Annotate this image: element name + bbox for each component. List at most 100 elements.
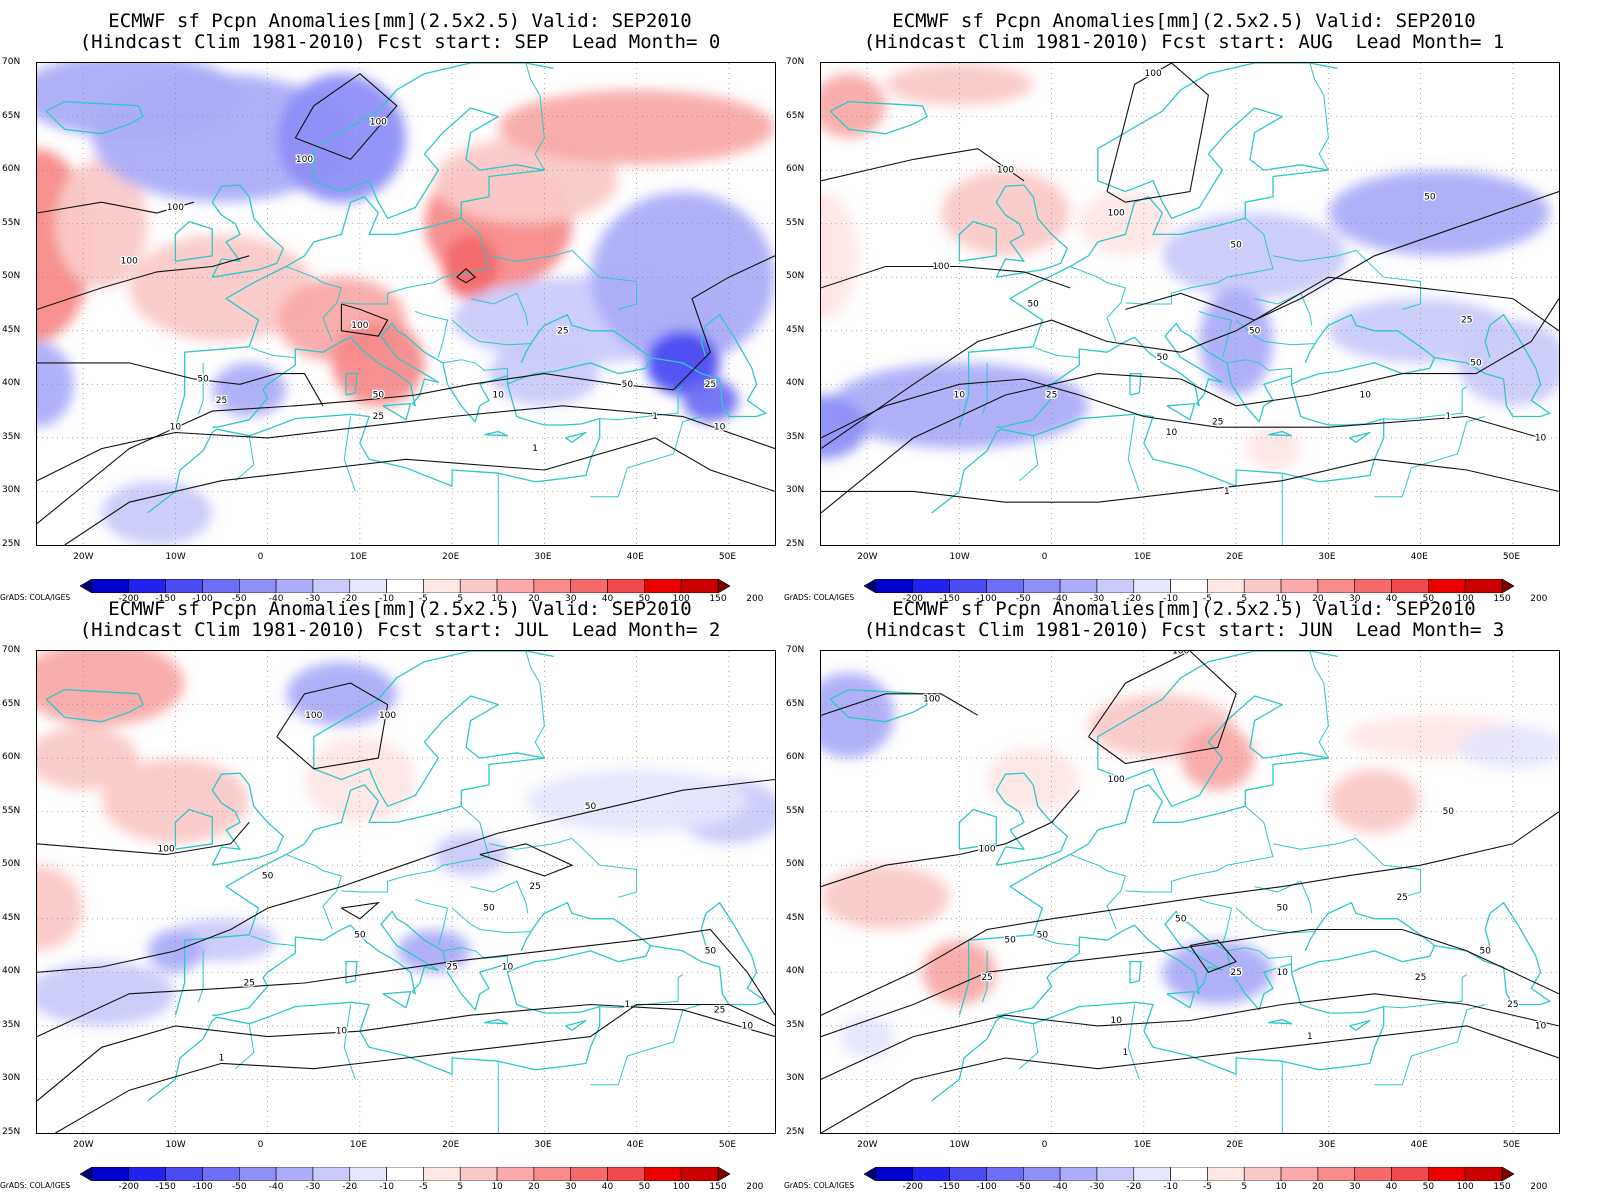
contour-label: 25 <box>1415 973 1426 983</box>
contour-label: 50 <box>1230 241 1242 251</box>
lat-tick-label: 50N <box>2 859 21 870</box>
colorbar-swatch <box>1243 1166 1282 1182</box>
contour-label: 50 <box>1277 904 1289 914</box>
anomaly-area <box>987 747 1080 812</box>
colorbar-swatch <box>607 1166 645 1182</box>
anomaly-area <box>682 378 739 422</box>
contour-label: 50 <box>1157 353 1169 363</box>
colorbar-swatch <box>680 1166 719 1182</box>
colorbar-label: -20 <box>342 1182 358 1192</box>
lon-tick-label: 30E <box>1318 552 1336 562</box>
anomaly-area <box>830 362 1089 449</box>
colorbar-swatch <box>91 1166 130 1182</box>
colorbar-label: -10 <box>1163 594 1178 604</box>
colorbar-label: -30 <box>305 594 321 604</box>
colorbar-label: -20 <box>342 594 358 604</box>
coastlines <box>45 651 767 1102</box>
colorbar-label: -5 <box>418 1182 428 1192</box>
contour-label: 100 <box>158 845 175 855</box>
colorbar-label: -150 <box>155 1182 176 1192</box>
contour-label: 100 <box>296 155 313 165</box>
contour-label: 1 <box>1224 487 1230 497</box>
colorbar-label: 20 <box>528 1182 540 1192</box>
anomaly-shading <box>821 63 1559 471</box>
lat-tick-label: 30N <box>786 1073 805 1084</box>
contour-label: 50 <box>585 802 597 812</box>
contour-label: 100 <box>923 695 940 705</box>
lat-tick-label: 60N <box>2 164 21 175</box>
colorbar-label: -30 <box>305 1182 321 1192</box>
lat-tick-label: 40N <box>2 966 21 977</box>
colorbar-swatch <box>349 1166 387 1182</box>
lat-tick-label: 25N <box>2 1127 21 1137</box>
lat-tick-label: 25N <box>2 539 21 549</box>
colorbar-swatch <box>1022 1166 1061 1182</box>
country-borders <box>197 651 702 1133</box>
colorbar-label: 30 <box>1348 594 1361 604</box>
lat-tick-label: 55N <box>786 805 805 816</box>
contour-label: 100 <box>978 845 995 855</box>
colorbar-label: -5 <box>1202 1182 1212 1192</box>
lon-tick-label: 50E <box>718 1140 737 1150</box>
anomaly-area <box>37 865 84 951</box>
colorbar-label: -40 <box>1052 1182 1068 1192</box>
contour-label: 10 <box>170 423 182 433</box>
colorbar-label: -50 <box>231 594 247 604</box>
lon-tick-label: 40E <box>1410 1140 1428 1150</box>
contour-label: 100 <box>997 166 1014 176</box>
contour-label: 25 <box>243 979 254 989</box>
lat-tick-label: 65N <box>786 110 805 121</box>
colorbar-label: -5 <box>418 594 428 604</box>
contour-label: 10 <box>714 423 726 433</box>
colorbar-swatch <box>533 1166 572 1182</box>
map-panel-2: ECMWF sf Pcpn Anomalies[mm](2.5x2.5) Val… <box>0 588 800 1192</box>
colorbar-label: 40 <box>601 1182 614 1192</box>
lon-tick-label: 20E <box>1226 552 1244 562</box>
contour-label: 50 <box>1027 300 1039 310</box>
lat-tick-label: 60N <box>786 164 805 175</box>
colorbar-swatch <box>1133 1166 1171 1182</box>
colorbar-swatch <box>1464 1166 1503 1182</box>
lat-tick-label: 70N <box>2 645 21 655</box>
colorbar-label: -100 <box>976 1182 997 1192</box>
colorbar-label: 10 <box>1275 594 1287 604</box>
colorbar-label: 5 <box>457 1182 464 1192</box>
colorbar-label: 150 <box>1493 1182 1511 1192</box>
lon-tick-label: 10E <box>1133 552 1152 562</box>
colorbar-label: -100 <box>192 594 213 604</box>
lon-tick-label: 40E <box>1410 552 1428 562</box>
contour-label: 100 <box>167 203 184 213</box>
contour-label: 25 <box>1230 968 1241 978</box>
panel-title: ECMWF sf Pcpn Anomalies[mm](2.5x2.5) Val… <box>892 598 1476 620</box>
grads-credit: GrADS: COLA/IGES <box>0 593 71 602</box>
colorbar-swatches <box>863 578 1515 594</box>
colorbar-label: -100 <box>192 1182 213 1192</box>
colorbar-label: -200 <box>902 594 924 604</box>
panel-subtitle: (Hindcast Clim 1981-2010) Fcst start: AU… <box>863 31 1505 53</box>
colorbar-swatches <box>79 578 731 594</box>
contour-label: 25 <box>373 412 384 422</box>
anomaly-area <box>1328 768 1421 834</box>
colorbar-label: -10 <box>1163 1182 1178 1192</box>
colorbar-label: -200 <box>118 594 140 604</box>
contour-label: 10 <box>493 391 505 401</box>
colorbar-swatch <box>128 1166 166 1182</box>
map-area: 100 100 100 100 100 50 25 10 50 25 10 25 50 25 10 1 1 <box>36 62 776 546</box>
contour-label: 10 <box>1110 1016 1122 1026</box>
contour-label: 25 <box>1396 893 1407 903</box>
colorbar-label: 50 <box>638 1182 651 1192</box>
contour-label: 100 <box>370 117 387 127</box>
climatology-contours <box>37 73 775 545</box>
anomaly-area <box>821 758 858 866</box>
colorbar-swatch <box>949 1166 987 1182</box>
contour-label: 50 <box>373 391 385 401</box>
lon-tick-label: 30E <box>534 552 552 562</box>
colorbar <box>863 1166 1515 1192</box>
lon-tick-label: 50E <box>1502 552 1521 562</box>
anomaly-area <box>821 191 858 321</box>
colorbar-label: -50 <box>1015 1182 1031 1192</box>
anomaly-area <box>1162 940 1274 1005</box>
contour-label: 10 <box>1360 391 1372 401</box>
colorbar-label: 200 <box>746 1182 764 1192</box>
anomaly-area <box>1457 320 1559 406</box>
